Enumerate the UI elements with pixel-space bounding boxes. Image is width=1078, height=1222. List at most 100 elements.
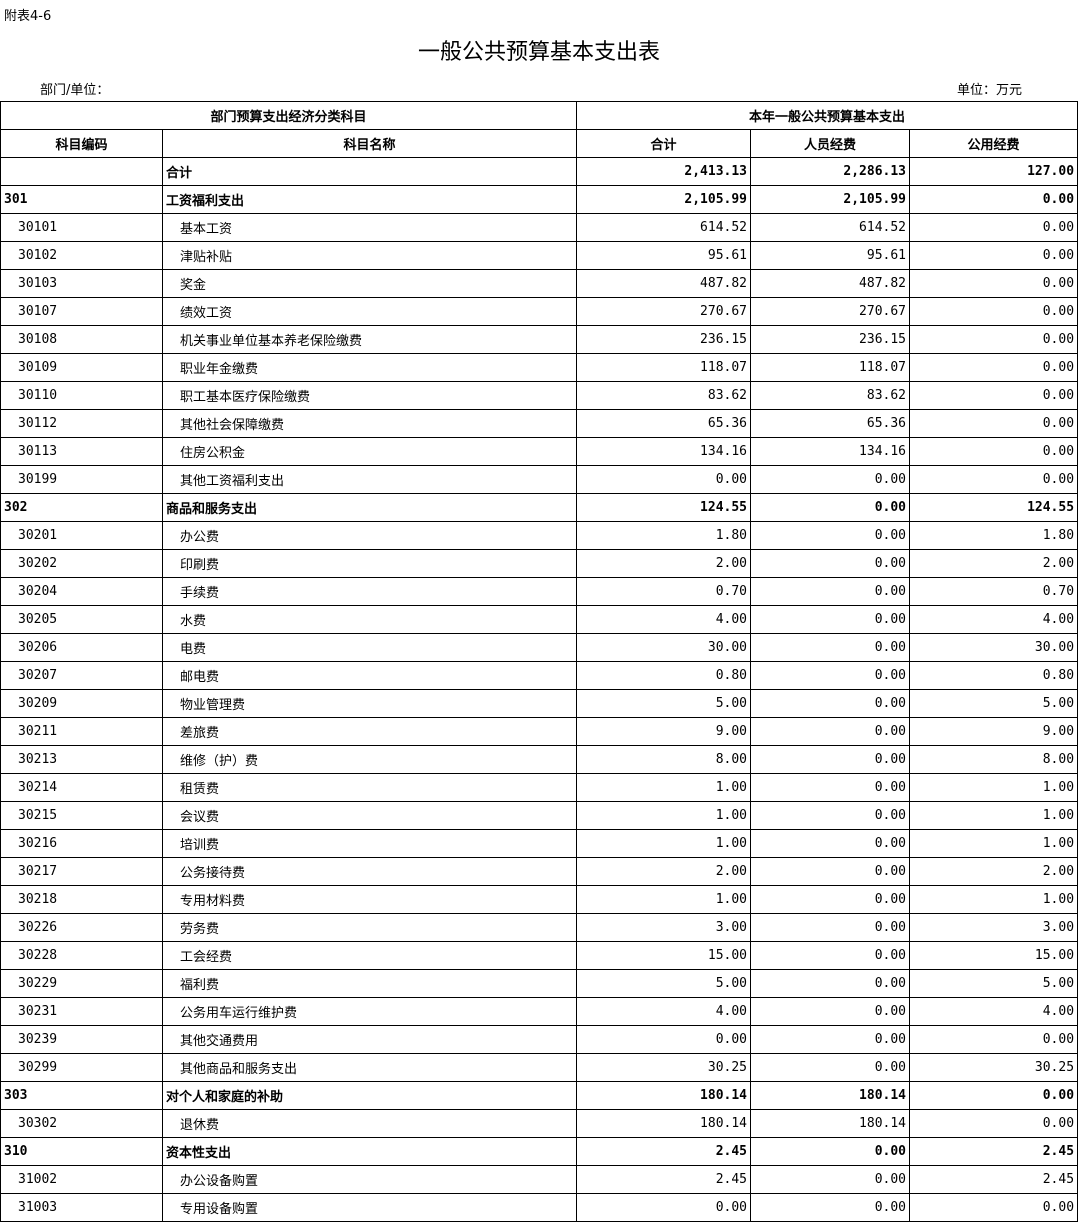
row-public: 0.00 (909, 325, 1078, 354)
budget-table: 部门预算支出经济分类科目 本年一般公共预算基本支出 科目编码 科目名称 合计 人… (0, 101, 1078, 1222)
table-row: 303 对个人和家庭的补助 180.14 180.14 0.00 (0, 1081, 1078, 1110)
row-total: 8.00 (576, 745, 752, 774)
row-total: 0.00 (576, 465, 752, 494)
row-name: 劳务费 (161, 913, 578, 942)
row-public: 1.00 (909, 801, 1078, 830)
row-total: 1.00 (576, 829, 752, 858)
table-row: 301 工资福利支出 2,105.99 2,105.99 0.00 (0, 185, 1078, 214)
row-code: 30299 (0, 1053, 163, 1082)
row-name: 合计 (161, 157, 578, 186)
row-total: 118.07 (576, 353, 752, 382)
header-basic-expenditure: 本年一般公共预算基本支出 (576, 101, 1078, 130)
row-personnel: 0.00 (750, 857, 911, 886)
row-code: 30199 (0, 465, 163, 494)
row-total: 180.14 (576, 1109, 752, 1138)
row-total: 2.45 (576, 1165, 752, 1194)
row-code: 30228 (0, 941, 163, 970)
row-total: 15.00 (576, 941, 752, 970)
table-row: 30207 邮电费 0.80 0.00 0.80 (0, 661, 1078, 690)
row-public: 0.00 (909, 381, 1078, 410)
row-total: 270.67 (576, 297, 752, 326)
row-total: 2,413.13 (576, 157, 752, 186)
table-row: 30101 基本工资 614.52 614.52 0.00 (0, 213, 1078, 242)
row-code: 30108 (0, 325, 163, 354)
row-public: 30.00 (909, 633, 1078, 662)
row-name: 其他交通费用 (161, 1025, 578, 1054)
table-row: 30110 职工基本医疗保险缴费 83.62 83.62 0.00 (0, 381, 1078, 410)
row-personnel: 614.52 (750, 213, 911, 242)
table-row: 30211 差旅费 9.00 0.00 9.00 (0, 717, 1078, 746)
row-personnel: 0.00 (750, 1025, 911, 1054)
row-total: 2.00 (576, 857, 752, 886)
table-row: 30239 其他交通费用 0.00 0.00 0.00 (0, 1025, 1078, 1054)
row-code: 30229 (0, 969, 163, 998)
row-total: 134.16 (576, 437, 752, 466)
row-code: 30213 (0, 745, 163, 774)
table-row: 302 商品和服务支出 124.55 0.00 124.55 (0, 493, 1078, 522)
row-personnel: 118.07 (750, 353, 911, 382)
row-public: 1.80 (909, 521, 1078, 550)
row-code: 30209 (0, 689, 163, 718)
row-personnel: 0.00 (750, 1137, 911, 1166)
table-row: 30108 机关事业单位基本养老保险缴费 236.15 236.15 0.00 (0, 325, 1078, 354)
row-code: 30113 (0, 437, 163, 466)
row-public: 4.00 (909, 997, 1078, 1026)
table-row: 30112 其他社会保障缴费 65.36 65.36 0.00 (0, 409, 1078, 438)
row-code: 303 (0, 1081, 163, 1110)
department-label: 部门/单位： (40, 83, 110, 98)
row-personnel: 0.00 (750, 829, 911, 858)
row-total: 1.00 (576, 885, 752, 914)
row-total: 4.00 (576, 605, 752, 634)
row-public: 127.00 (909, 157, 1078, 186)
row-public: 124.55 (909, 493, 1078, 522)
row-name: 基本工资 (161, 213, 578, 242)
table-row: 30209 物业管理费 5.00 0.00 5.00 (0, 689, 1078, 718)
row-code: 301 (0, 185, 163, 214)
row-public: 0.00 (909, 241, 1078, 270)
row-public: 0.00 (909, 409, 1078, 438)
row-code: 30217 (0, 857, 163, 886)
row-name: 水费 (161, 605, 578, 634)
row-name: 办公费 (161, 521, 578, 550)
row-public: 4.00 (909, 605, 1078, 634)
row-total: 9.00 (576, 717, 752, 746)
row-personnel: 0.00 (750, 969, 911, 998)
header-code: 科目编码 (0, 129, 163, 158)
row-personnel: 0.00 (750, 493, 911, 522)
row-personnel: 487.82 (750, 269, 911, 298)
row-name: 职业年金缴费 (161, 353, 578, 382)
row-code: 30204 (0, 577, 163, 606)
row-code: 30215 (0, 801, 163, 830)
row-name: 租赁费 (161, 773, 578, 802)
row-public: 0.00 (909, 185, 1078, 214)
row-personnel: 180.14 (750, 1109, 911, 1138)
table-row: 30217 公务接待费 2.00 0.00 2.00 (0, 857, 1078, 886)
row-public: 2.45 (909, 1137, 1078, 1166)
row-code: 31002 (0, 1165, 163, 1194)
row-name: 公务用车运行维护费 (161, 997, 578, 1026)
row-public: 0.00 (909, 297, 1078, 326)
row-code: 30226 (0, 913, 163, 942)
row-personnel: 0.00 (750, 521, 911, 550)
row-personnel: 0.00 (750, 661, 911, 690)
row-name: 物业管理费 (161, 689, 578, 718)
row-total: 5.00 (576, 969, 752, 998)
table-row: 30113 住房公积金 134.16 134.16 0.00 (0, 437, 1078, 466)
row-code: 30102 (0, 241, 163, 270)
row-total: 124.55 (576, 493, 752, 522)
row-code: 30216 (0, 829, 163, 858)
row-total: 0.00 (576, 1193, 752, 1222)
table-row: 30107 绩效工资 270.67 270.67 0.00 (0, 297, 1078, 326)
row-name: 福利费 (161, 969, 578, 998)
row-public: 2.00 (909, 549, 1078, 578)
row-name: 奖金 (161, 269, 578, 298)
row-public: 0.00 (909, 353, 1078, 382)
table-row: 30204 手续费 0.70 0.00 0.70 (0, 577, 1078, 606)
row-code: 302 (0, 493, 163, 522)
table-row: 30205 水费 4.00 0.00 4.00 (0, 605, 1078, 634)
row-total: 2.45 (576, 1137, 752, 1166)
row-name: 绩效工资 (161, 297, 578, 326)
row-code: 30218 (0, 885, 163, 914)
page-title: 一般公共预算基本支出表 (417, 40, 660, 65)
row-public: 5.00 (909, 969, 1078, 998)
